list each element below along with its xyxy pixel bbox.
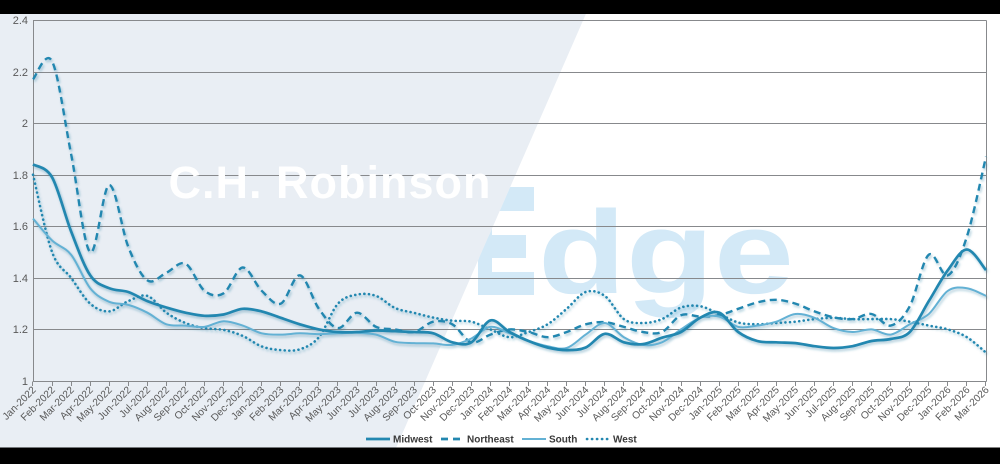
svg-text:South: South	[549, 435, 577, 446]
svg-text:West: West	[613, 435, 637, 446]
svg-text:Midwest: Midwest	[393, 435, 433, 446]
svg-text:2.4: 2.4	[13, 15, 28, 27]
svg-text:1: 1	[22, 376, 28, 388]
svg-text:1.2: 1.2	[13, 324, 28, 336]
svg-text:1.6: 1.6	[13, 221, 28, 233]
svg-text:1.8: 1.8	[13, 170, 28, 182]
svg-text:dge: dge	[538, 186, 794, 318]
svg-text:2.2: 2.2	[13, 67, 28, 79]
svg-text:C.H. Robinson: C.H. Robinson	[169, 157, 492, 208]
svg-text:2: 2	[22, 118, 28, 130]
svg-text:Northeast: Northeast	[467, 435, 514, 446]
svg-text:1.4: 1.4	[13, 273, 28, 285]
